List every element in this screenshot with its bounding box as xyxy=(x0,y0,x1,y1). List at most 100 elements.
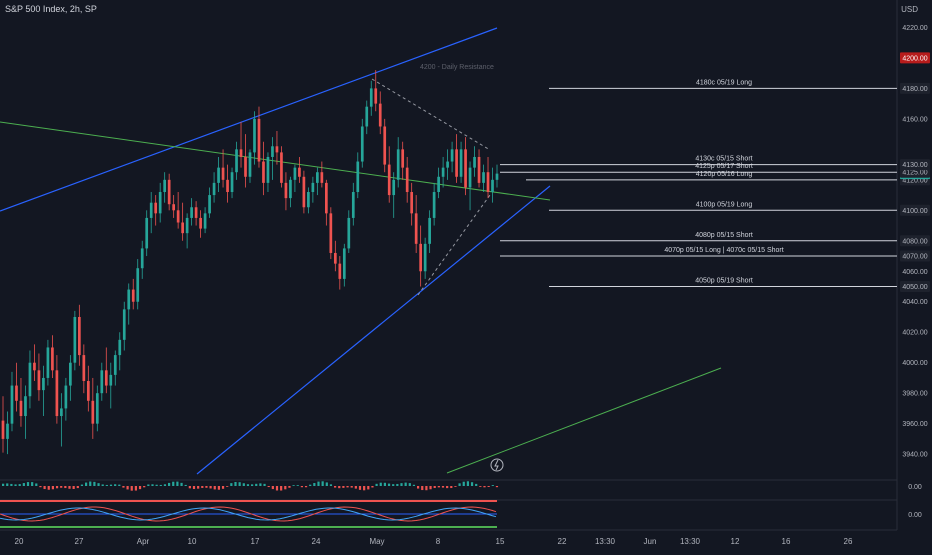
y-tick-label-15: 4130.00 xyxy=(902,162,927,169)
candle-body-31 xyxy=(136,268,140,302)
indicator-bar-51 xyxy=(209,486,212,489)
candle-body-56 xyxy=(248,152,252,177)
indicator-bar-106 xyxy=(437,486,440,488)
candle-body-57 xyxy=(253,118,256,153)
candle-body-34 xyxy=(149,202,153,218)
indicator-bar-71 xyxy=(292,485,295,486)
indicator-bar-53 xyxy=(217,486,220,490)
x-tick-label-14: 12 xyxy=(731,537,740,546)
dashed-wedge-line-1 xyxy=(371,78,491,151)
candle-body-104 xyxy=(464,149,467,188)
candle-body-75 xyxy=(333,252,337,264)
candle-body-82 xyxy=(365,106,369,127)
indicator-bar-12 xyxy=(47,486,50,490)
candle-body-106 xyxy=(473,156,476,168)
indicator-bar-114 xyxy=(470,482,474,486)
x-tick-label-1: 20 xyxy=(15,537,24,546)
indicator-bar-23 xyxy=(93,481,96,486)
indicator-bar-49 xyxy=(201,486,204,488)
indicator-bar-88 xyxy=(363,486,366,491)
candle-body-19 xyxy=(82,355,86,381)
candle-body-24 xyxy=(104,370,108,386)
indicator-bar-90 xyxy=(371,486,374,488)
indicator-bar-67 xyxy=(275,486,279,491)
candle-body-100 xyxy=(446,161,449,168)
lightning-button-1[interactable] xyxy=(490,458,504,472)
candle-body-27 xyxy=(118,339,122,356)
indicator-bar-85 xyxy=(350,486,353,488)
candle-body-81 xyxy=(360,126,364,162)
indicator-bar-30 xyxy=(122,486,125,488)
x-tick-label-11: 13:30 xyxy=(595,537,616,546)
upper-channel-line-1 xyxy=(0,27,498,212)
candle-body-79 xyxy=(351,192,355,218)
indicator-bar-27 xyxy=(109,484,113,486)
candle-body-80 xyxy=(356,161,360,193)
indicator-bar-86 xyxy=(354,486,357,489)
x-tick-label-5: 17 xyxy=(251,537,260,546)
indicator-bar-37 xyxy=(151,484,154,486)
symbol-title[interactable]: S&P 500 Index, 2h, SP xyxy=(5,4,97,14)
indicator-bar-89 xyxy=(367,486,370,490)
candle-body-35 xyxy=(154,202,158,214)
indicator-bar-113 xyxy=(466,481,469,486)
candle-body-55 xyxy=(244,156,247,177)
indicator-bar-31 xyxy=(126,486,129,490)
indicator-bar-103 xyxy=(425,486,428,491)
candle-body-36 xyxy=(158,192,162,214)
y-tick-label-19: 4220.00 xyxy=(902,25,927,32)
currency-label: USD xyxy=(901,5,918,14)
indicator-bar-48 xyxy=(197,486,200,489)
price-label-box-3 xyxy=(900,235,930,247)
candle-body-95 xyxy=(423,243,427,272)
level-label-3: 4125p 05/17 Short xyxy=(695,163,753,170)
candle-body-65 xyxy=(289,179,292,199)
indicator-bar-81 xyxy=(334,486,337,488)
candle-body-22 xyxy=(95,393,99,424)
candle-body-84 xyxy=(374,88,378,104)
candle-body-45 xyxy=(199,217,202,229)
indicator-bar-10 xyxy=(39,486,42,488)
lower-channel-line-1 xyxy=(196,185,551,475)
price-label-box-8 xyxy=(900,159,930,171)
indicator-bar-39 xyxy=(159,484,162,486)
candle-body-37 xyxy=(163,179,167,193)
indicator-bar-109 xyxy=(450,486,453,489)
x-tick-label-13: 13:30 xyxy=(680,537,701,546)
candle-body-59 xyxy=(262,161,265,183)
indicator-bar-63 xyxy=(259,483,262,486)
indicator-bar-118 xyxy=(487,486,490,487)
candle-body-25 xyxy=(109,374,113,386)
indicator-bar-69 xyxy=(284,486,287,490)
indicator-bar-45 xyxy=(184,484,187,486)
indicator-bar-98 xyxy=(404,482,407,486)
indicator-bar-66 xyxy=(271,486,274,490)
indicator-bar-70 xyxy=(288,486,291,488)
candle-body-62 xyxy=(275,146,279,153)
indicator-bar-68 xyxy=(280,486,283,491)
y-tick-label-9: 4070.00 xyxy=(902,254,927,261)
indicator-bar-8 xyxy=(31,482,34,486)
indicator-bar-78 xyxy=(321,481,324,486)
candle-body-102 xyxy=(455,149,458,177)
y-tick-label-3: 3980.00 xyxy=(902,391,927,398)
indicator-bar-16 xyxy=(64,486,67,489)
indicator-bar-33 xyxy=(134,486,137,491)
indicator-bar-116 xyxy=(479,486,482,487)
oscillator-line-2 xyxy=(0,507,497,521)
candle-body-47 xyxy=(208,195,211,214)
candle-body-86 xyxy=(383,126,387,165)
price-label-box-10 xyxy=(900,52,930,64)
x-tick-label-10: 22 xyxy=(558,537,567,546)
indicator-bar-43 xyxy=(176,481,179,486)
x-tick-label-8: 8 xyxy=(436,537,441,546)
candle-body-99 xyxy=(441,167,445,177)
candle-body-9 xyxy=(37,370,41,391)
candle-body-50 xyxy=(221,167,225,180)
indicator-bar-7 xyxy=(26,482,30,486)
indicator-bar-105 xyxy=(433,486,436,489)
candle-body-88 xyxy=(392,179,396,196)
indicator-bar-50 xyxy=(205,486,208,488)
candle-body-103 xyxy=(459,149,463,177)
